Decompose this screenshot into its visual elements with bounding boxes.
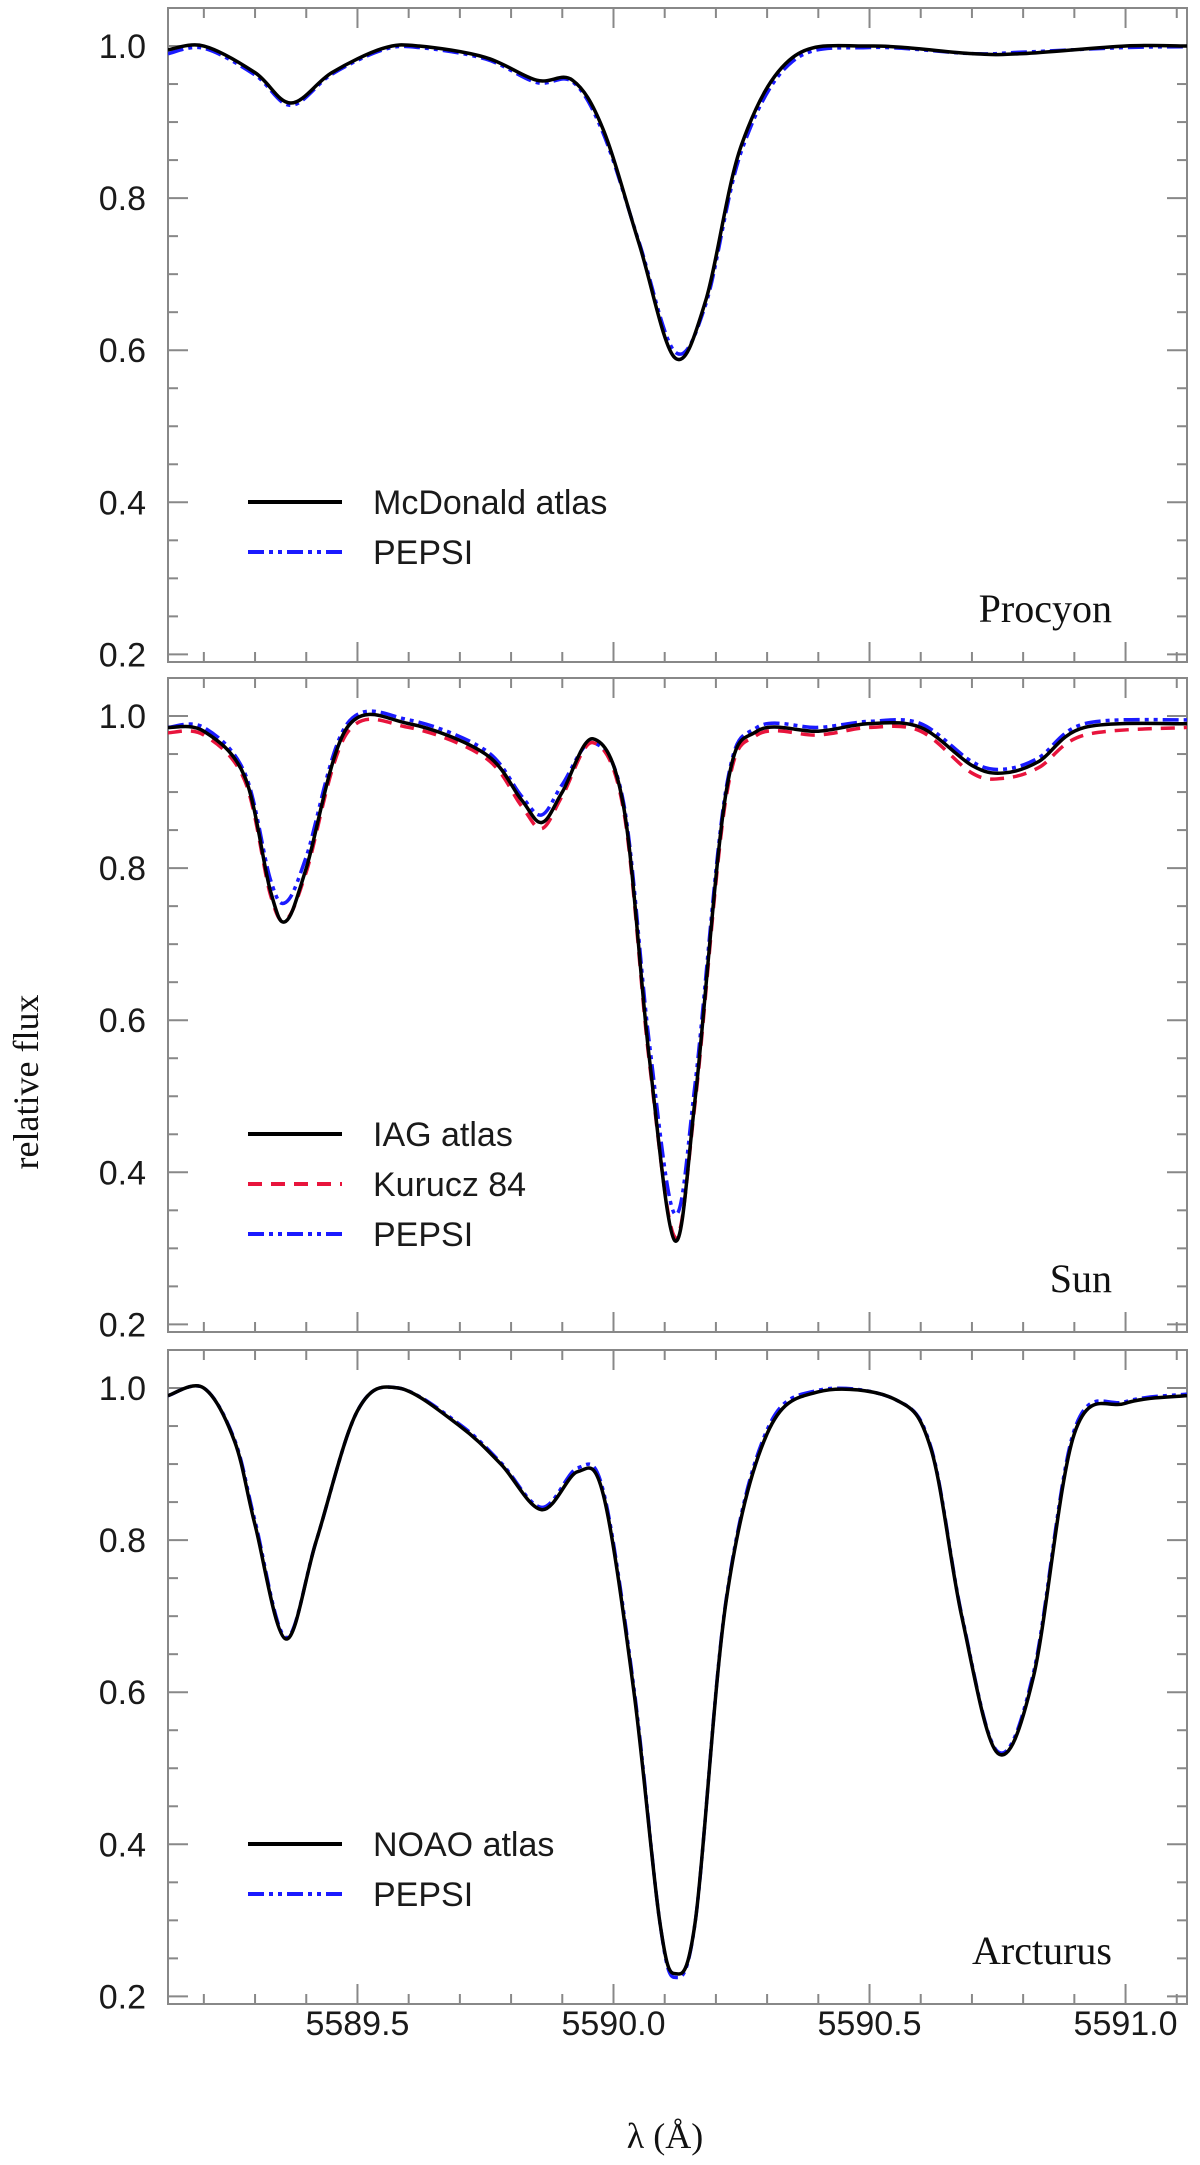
x-tick-label: 5590.5	[818, 2005, 922, 2043]
legend-label: PEPSI	[373, 1216, 473, 1254]
series-line-pepsi	[168, 709, 1187, 1217]
y-tick-label: 1.0	[99, 28, 146, 66]
legend-label: McDonald atlas	[373, 484, 607, 522]
y-tick-label: 0.6	[99, 1674, 146, 1712]
legend-label: PEPSI	[373, 1876, 473, 1914]
y-tick-label: 0.8	[99, 1522, 146, 1560]
x-tick-label: 5589.5	[305, 2005, 409, 2043]
legend-label: IAG atlas	[373, 1116, 513, 1154]
star-label: Procyon	[979, 586, 1112, 631]
plot-frame	[167, 1349, 1188, 2005]
star-label: Arcturus	[972, 1928, 1112, 1973]
series-group	[168, 1384, 1187, 1980]
star-label: Sun	[1050, 1256, 1112, 1301]
x-axis-title: λ (Å)	[627, 2116, 703, 2156]
x-tick-labels: 5589.5 5590.0 5590.5 5591.0	[305, 2005, 1177, 2043]
plot-frame	[167, 677, 1188, 1333]
panel-arcturus: 0.2 0.4 0.6 0.8 1.0 NOAO atlas PEPSI Arcturus	[99, 1349, 1188, 2016]
panel-procyon: 0.2 0.4 0.6 0.8 1.0 McDonald atlas PEPSI Procyo…	[99, 7, 1188, 674]
legend-label: Kurucz 84	[373, 1166, 526, 1204]
panels: 0.2 0.4 0.6 0.8 1.0 McDonald atlas PEPSI Procyo…	[99, 7, 1188, 2016]
y-tick-label: 0.2	[99, 1978, 146, 2016]
y-tick-label: 0.8	[99, 180, 146, 218]
series-line-noao-atlas	[168, 1384, 1187, 1976]
series-line-pepsi	[168, 44, 1187, 356]
y-tick-label: 1.0	[99, 698, 146, 736]
legend-label: PEPSI	[373, 534, 473, 572]
panel-sun: 0.2 0.4 0.6 0.8 1.0 IAG atlas Kurucz 84 PEPSI Su…	[99, 677, 1188, 1344]
x-tick-label: 5590.0	[561, 2005, 665, 2043]
y-axis-title: relative flux	[6, 995, 46, 1170]
y-tick-label: 0.8	[99, 850, 146, 888]
x-tick-label: 5591.0	[1074, 2005, 1178, 2043]
y-tick-label: 0.6	[99, 332, 146, 370]
plot-frame	[167, 7, 1188, 663]
series-group	[168, 43, 1187, 362]
y-tick-label: 0.4	[99, 484, 146, 522]
legend-label: NOAO atlas	[373, 1826, 554, 1864]
series-line-iag-atlas	[168, 712, 1187, 1243]
series-line-pepsi	[168, 1384, 1187, 1980]
y-tick-label: 0.2	[99, 636, 146, 674]
y-tick-label: 0.4	[99, 1154, 146, 1192]
series-line-mcdonald-atlas	[168, 43, 1187, 362]
y-tick-label: 0.4	[99, 1826, 146, 1864]
series-group	[168, 709, 1187, 1243]
y-tick-label: 0.6	[99, 1002, 146, 1040]
y-tick-label: 0.2	[99, 1306, 146, 1344]
y-tick-label: 1.0	[99, 1370, 146, 1408]
